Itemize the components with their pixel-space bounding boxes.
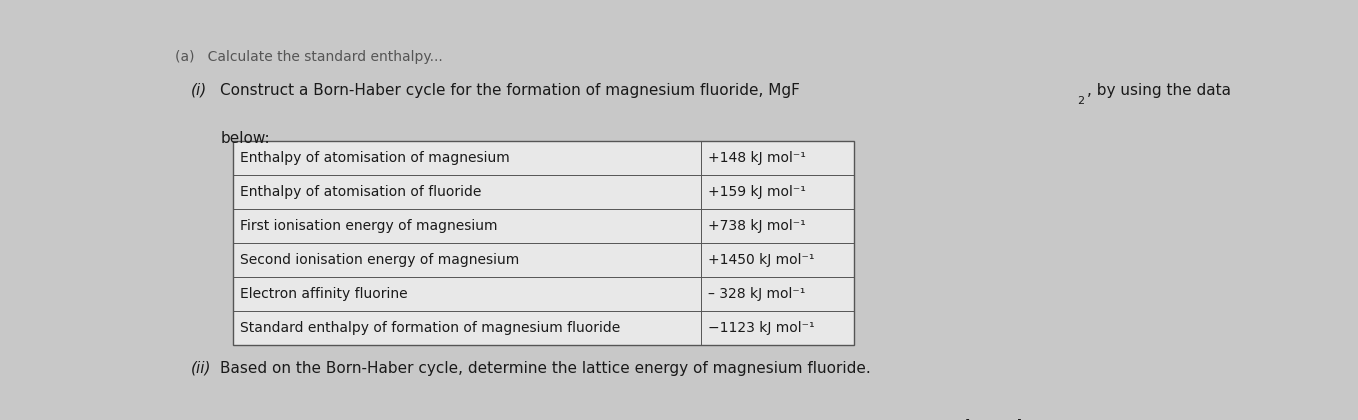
- Text: Electron affinity fluorine: Electron affinity fluorine: [240, 287, 407, 301]
- Text: (ii): (ii): [190, 361, 212, 376]
- Text: Standard enthalpy of formation of magnesium fluoride: Standard enthalpy of formation of magnes…: [240, 321, 621, 335]
- Text: Enthalpy of atomisation of fluoride: Enthalpy of atomisation of fluoride: [240, 185, 482, 199]
- Text: +148 kJ mol⁻¹: +148 kJ mol⁻¹: [708, 151, 805, 165]
- Text: Enthalpy of atomisation of magnesium: Enthalpy of atomisation of magnesium: [240, 151, 511, 165]
- Text: Based on the Born-Haber cycle, determine the lattice energy of magnesium fluorid: Based on the Born-Haber cycle, determine…: [220, 361, 870, 376]
- Text: below:: below:: [220, 131, 270, 146]
- Text: – 328 kJ mol⁻¹: – 328 kJ mol⁻¹: [708, 287, 805, 301]
- Text: +738 kJ mol⁻¹: +738 kJ mol⁻¹: [708, 219, 805, 233]
- Text: +159 kJ mol⁻¹: +159 kJ mol⁻¹: [708, 185, 805, 199]
- Text: <−3121 kJ mol⁻¹>: <−3121 kJ mol⁻¹>: [885, 419, 1052, 420]
- Text: First ionisation energy of magnesium: First ionisation energy of magnesium: [240, 219, 498, 233]
- Text: −1123 kJ mol⁻¹: −1123 kJ mol⁻¹: [708, 321, 815, 335]
- Text: Construct a Born-Haber cycle for the formation of magnesium fluoride, MgF: Construct a Born-Haber cycle for the for…: [220, 83, 800, 98]
- Text: Second ionisation energy of magnesium: Second ionisation energy of magnesium: [240, 253, 520, 267]
- Text: +1450 kJ mol⁻¹: +1450 kJ mol⁻¹: [708, 253, 813, 267]
- Text: (a)   Calculate the standard enthalpy...: (a) Calculate the standard enthalpy...: [175, 50, 443, 64]
- Text: (i): (i): [190, 83, 206, 98]
- Text: , by using the data: , by using the data: [1088, 83, 1232, 98]
- Text: 2: 2: [1077, 96, 1084, 106]
